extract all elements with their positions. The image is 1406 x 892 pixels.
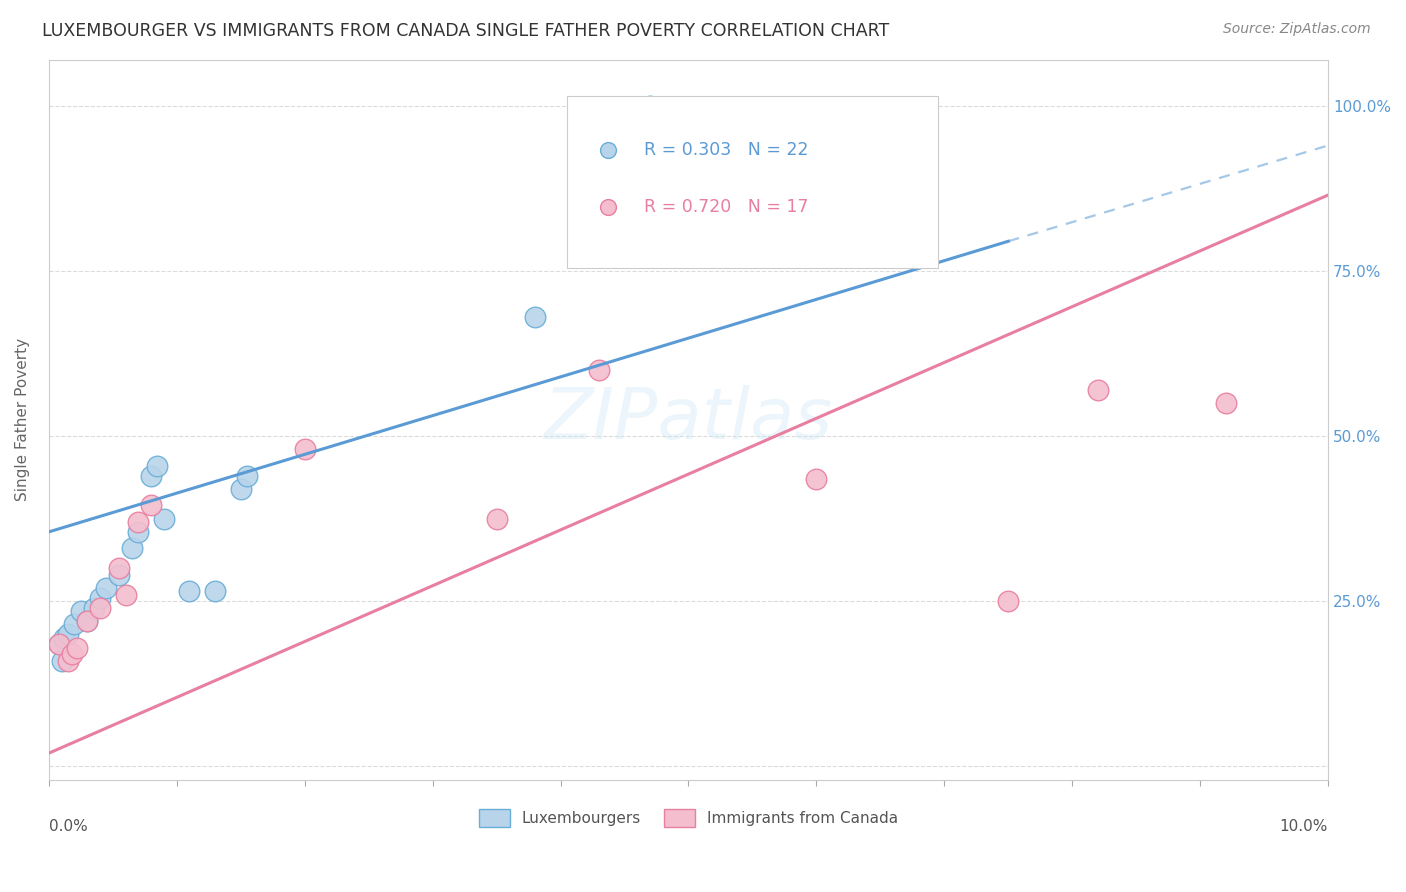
Point [76,614,98,628]
Text: LUXEMBOURGER VS IMMIGRANTS FROM CANADA SINGLE FATHER POVERTY CORRELATION CHART: LUXEMBOURGER VS IMMIGRANTS FROM CANADA S… [42,22,890,40]
Text: ZIPatlas: ZIPatlas [544,385,832,454]
Point [806,472,828,486]
Point [114,588,136,602]
Point [69,604,91,618]
Point [63,617,86,632]
Point [56,627,79,641]
Point [76,614,98,628]
Point [89,600,111,615]
Point [294,442,316,457]
Point [139,499,162,513]
Point [204,584,226,599]
Point [48,637,70,651]
Y-axis label: Single Father Poverty: Single Father Poverty [15,338,30,501]
Text: R = 0.720   N = 17: R = 0.720 N = 17 [644,198,808,216]
Point [89,591,111,605]
Point [523,310,546,325]
Point [108,567,131,582]
Point [229,482,252,496]
Point [66,640,89,655]
FancyBboxPatch shape [567,95,938,268]
Legend: Luxembourgers, Immigrants from Canada: Luxembourgers, Immigrants from Canada [472,804,904,833]
Point [236,468,259,483]
Point [127,515,149,529]
Point [127,524,149,539]
Point [56,654,79,668]
Point [139,468,162,483]
Point [83,600,105,615]
Point [153,511,176,525]
Point [997,594,1019,608]
Point [638,99,661,113]
Text: R = 0.303   N = 22: R = 0.303 N = 22 [644,141,808,159]
Point [60,647,83,661]
Point [1215,396,1237,410]
Point [485,511,508,525]
Point [588,363,610,377]
Point [51,654,73,668]
Point [53,631,76,645]
Text: 0.0%: 0.0% [49,819,87,834]
Point [96,581,118,595]
Point [108,561,131,575]
Point [146,458,169,473]
Point [48,637,70,651]
Point [121,541,143,556]
Point [179,584,201,599]
Point [1087,383,1109,397]
Text: Source: ZipAtlas.com: Source: ZipAtlas.com [1223,22,1371,37]
Text: 10.0%: 10.0% [1279,819,1329,834]
